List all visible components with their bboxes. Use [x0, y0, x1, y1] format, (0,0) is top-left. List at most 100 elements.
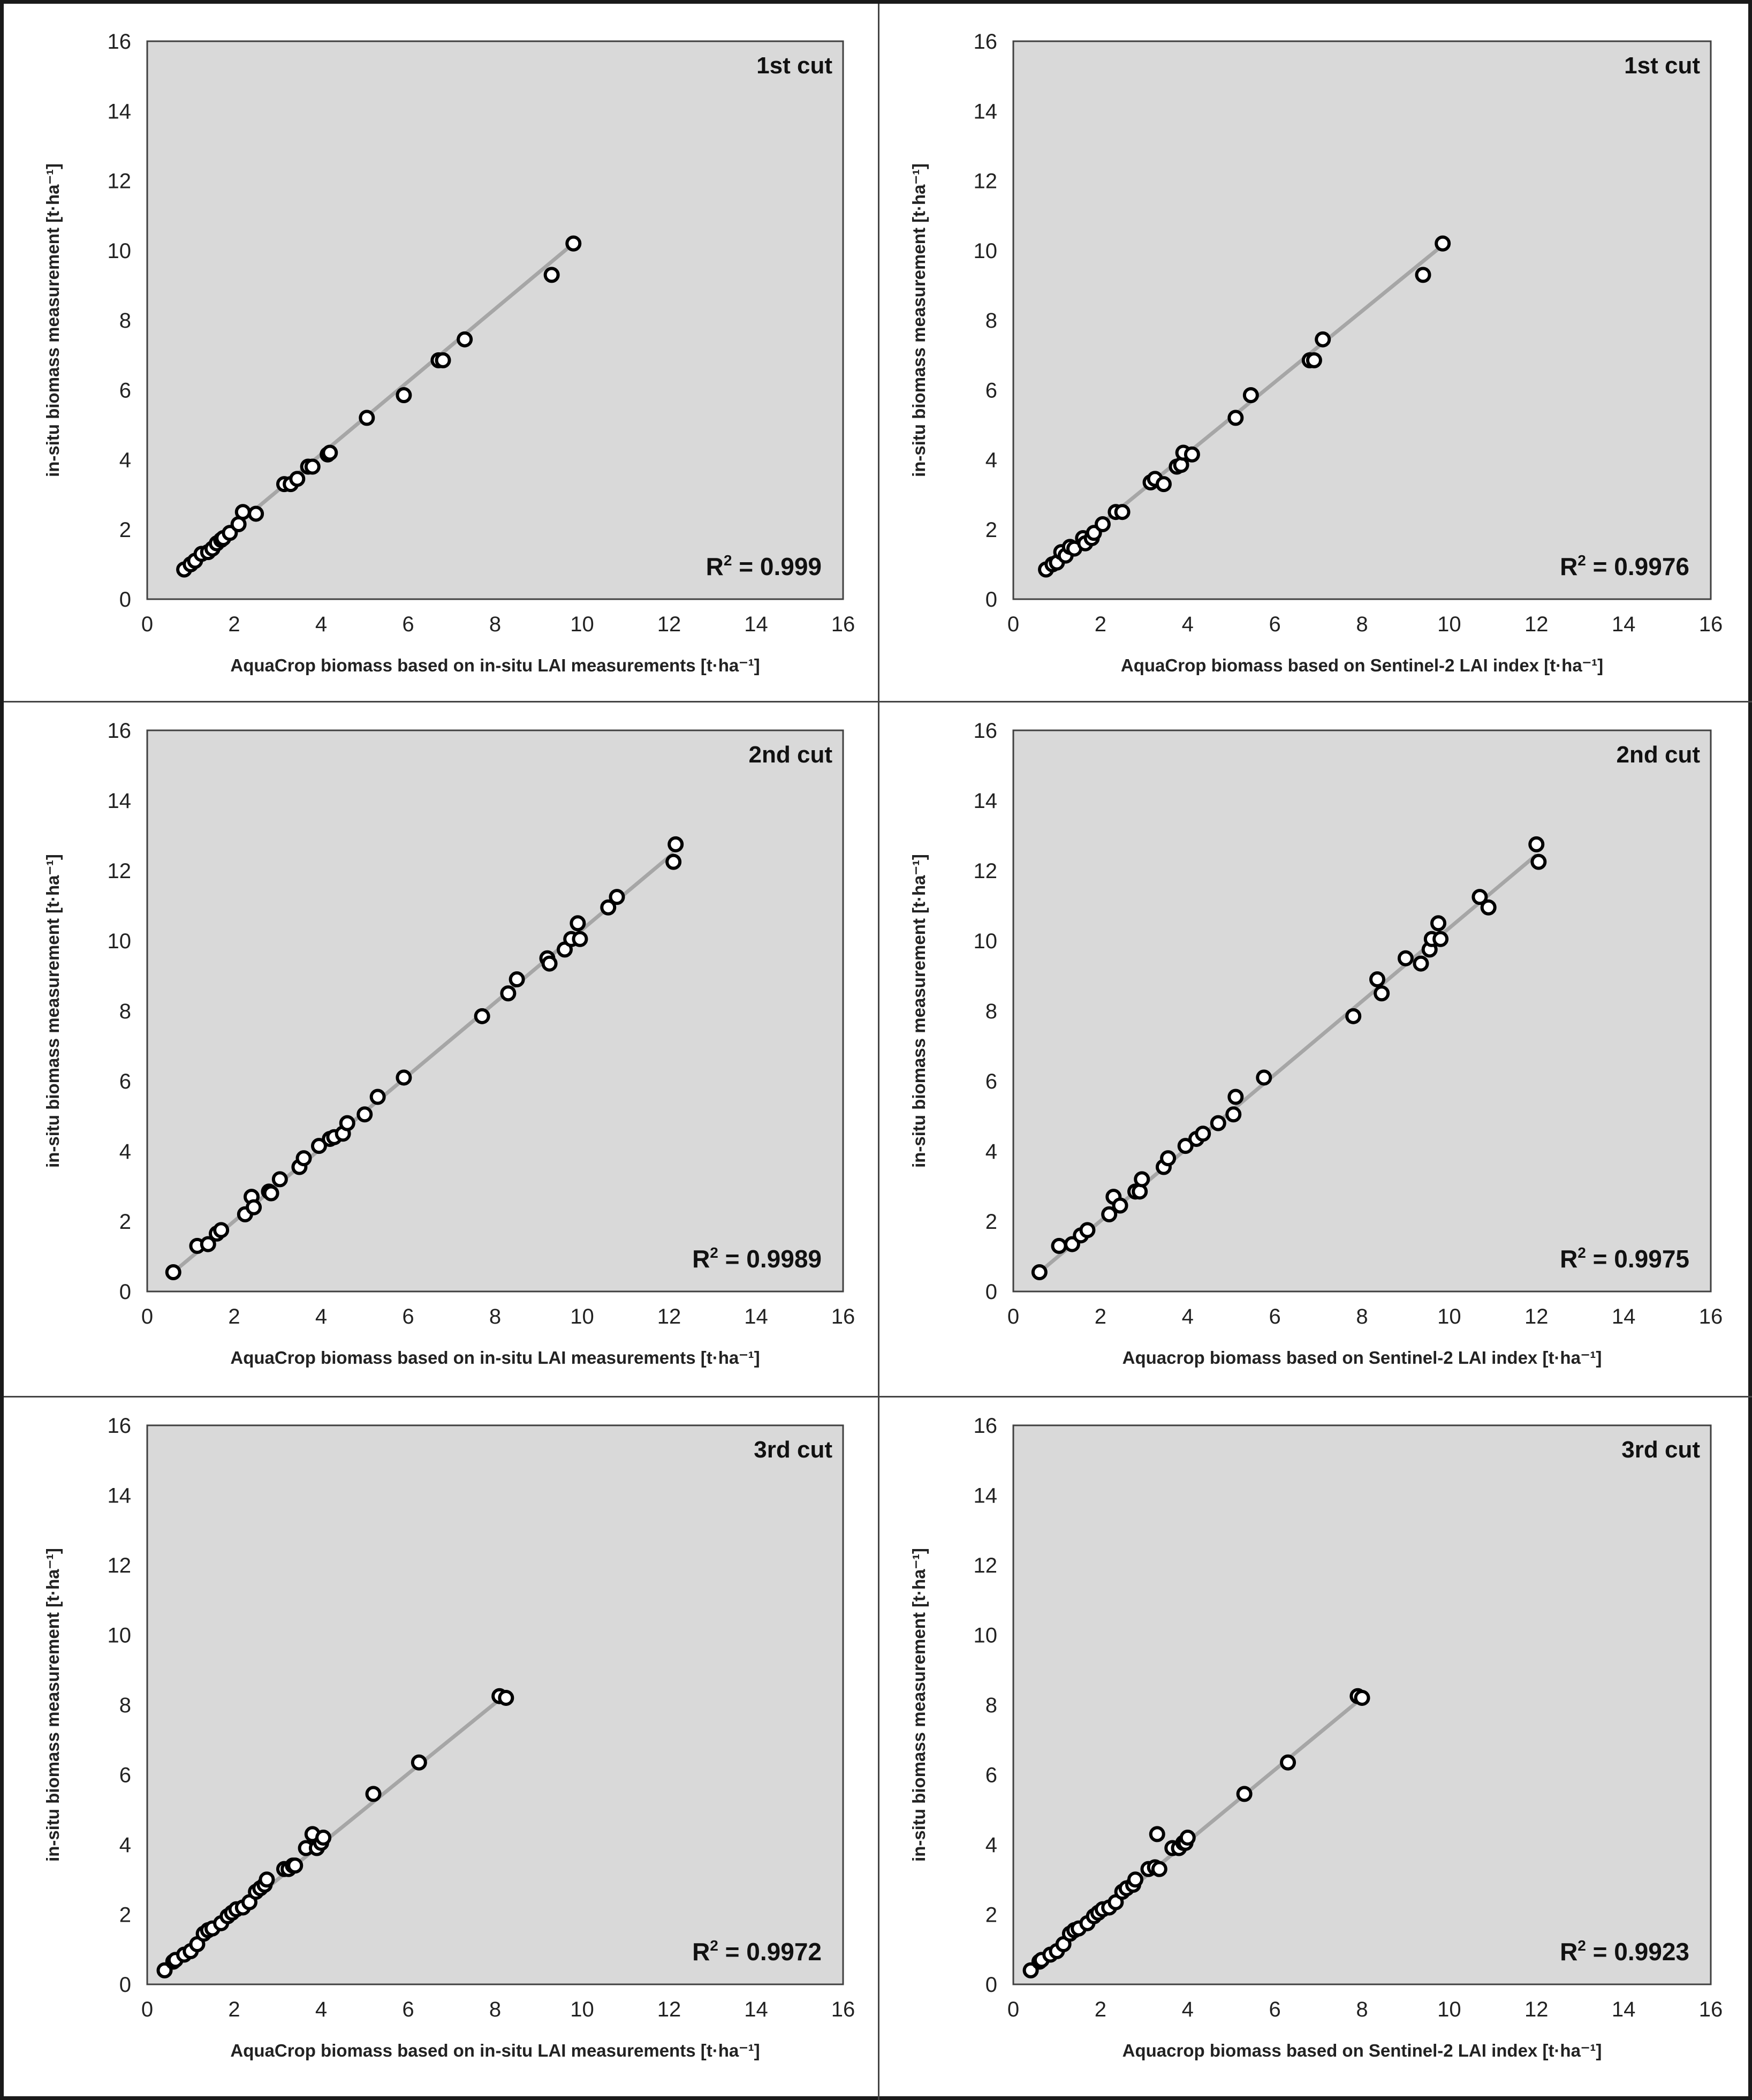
- x-axis-title: AquaCrop biomass based on in-situ LAI me…: [230, 1348, 760, 1368]
- y-tick-label: 8: [985, 1000, 997, 1023]
- data-point: [271, 1171, 288, 1188]
- x-tick-label: 12: [657, 613, 681, 636]
- x-tick-label: 12: [1525, 1305, 1549, 1328]
- x-tick-label: 8: [489, 613, 501, 636]
- r-squared-label: R2 = 0.999: [706, 552, 822, 580]
- data-point: [1435, 235, 1451, 252]
- y-tick-label: 14: [974, 789, 998, 813]
- data-point: [1031, 1264, 1048, 1280]
- y-tick-label: 10: [108, 239, 132, 263]
- x-tick-label: 16: [831, 1998, 855, 2021]
- data-point: [1236, 1786, 1253, 1802]
- x-axis-title: AquaCrop biomass based on in-situ LAI me…: [230, 2041, 760, 2060]
- r-squared-prefix: R: [1560, 553, 1577, 580]
- data-point: [1227, 410, 1244, 426]
- panel-1st-cut-insitu: 0 2 4 6 8 10 12 14 16 0 2 4 6 8 10 12 14 16 AquaCrop bioma…: [4, 4, 879, 702]
- r-squared-prefix: R: [706, 553, 724, 580]
- data-point: [200, 1236, 216, 1252]
- r-squared-exponent: 2: [1577, 1937, 1586, 1954]
- data-point: [1195, 1125, 1211, 1142]
- data-point: [287, 1857, 304, 1874]
- cut-label: 2nd cut: [749, 742, 833, 768]
- y-tick-label: 12: [974, 859, 998, 883]
- x-tick-label: 12: [657, 1305, 681, 1328]
- data-point: [1306, 352, 1322, 368]
- r-squared-exponent: 2: [710, 1244, 718, 1261]
- data-point: [565, 235, 582, 252]
- y-tick-label: 8: [119, 309, 131, 333]
- x-tick-label: 10: [1437, 1305, 1461, 1328]
- y-tick-label: 2: [985, 518, 997, 542]
- data-point: [1179, 1829, 1196, 1846]
- y-tick-label: 4: [119, 1833, 131, 1857]
- data-point: [396, 1069, 412, 1086]
- y-tick-label: 8: [985, 309, 997, 333]
- x-tick-label: 2: [228, 613, 240, 636]
- y-tick-label: 14: [974, 100, 998, 123]
- x-tick-label: 10: [570, 1998, 594, 2021]
- x-tick-label: 4: [1182, 1305, 1194, 1328]
- data-point: [1127, 1871, 1144, 1888]
- data-point: [1374, 985, 1390, 1002]
- data-point: [1112, 1197, 1128, 1214]
- data-point: [248, 505, 264, 522]
- data-point: [1242, 387, 1259, 404]
- data-point: [1315, 331, 1331, 348]
- r-squared-value: = 0.9976: [1586, 553, 1689, 580]
- y-tick-label: 12: [108, 859, 132, 883]
- y-tick-label: 6: [985, 1764, 997, 1787]
- data-point: [365, 1786, 382, 1802]
- data-point: [1369, 971, 1386, 988]
- r-squared-prefix: R: [692, 1938, 710, 1966]
- data-point: [1134, 1171, 1150, 1188]
- plot-area: [1012, 40, 1712, 600]
- data-point: [357, 1106, 373, 1123]
- data-point: [500, 985, 517, 1002]
- data-point: [304, 458, 321, 475]
- x-tick-label: 4: [315, 1305, 327, 1328]
- data-point: [295, 1150, 312, 1167]
- data-point: [339, 1115, 355, 1131]
- data-point: [1430, 915, 1447, 932]
- data-point: [1151, 1861, 1167, 1877]
- data-point: [435, 352, 451, 368]
- data-point: [1184, 446, 1200, 463]
- x-tick-label: 6: [1269, 613, 1281, 636]
- data-point: [570, 915, 586, 932]
- data-point: [1530, 853, 1547, 870]
- panel-2nd-cut-insitu: 0 2 4 6 8 10 12 14 16 0 2 4 6 8 10 12 14 16 AquaCrop bioma…: [4, 702, 879, 1398]
- chart-2nd-cut-sentinel: 0 2 4 6 8 10 12 14 16 0 2 4 6 8 10 12 14 16 Aquacrop bioma…: [909, 719, 1723, 1368]
- x-tick-label: 14: [744, 613, 768, 636]
- x-tick-label: 10: [570, 613, 594, 636]
- x-tick-label: 14: [744, 1305, 768, 1328]
- x-axis-title: Aquacrop biomass based on Sentinel-2 LAI…: [1123, 1348, 1602, 1368]
- cut-label: 3rd cut: [1621, 1437, 1700, 1463]
- data-point: [1132, 1183, 1148, 1200]
- x-axis-title: AquaCrop biomass based on Sentinel-2 LAI…: [1121, 655, 1603, 675]
- x-tick-label: 16: [1699, 613, 1723, 636]
- x-tick-label: 2: [228, 1305, 240, 1328]
- data-point: [1051, 1237, 1067, 1254]
- x-tick-label: 4: [1182, 1998, 1194, 2021]
- r-squared-label: R2 = 0.9976: [1560, 552, 1689, 580]
- data-point: [1256, 1069, 1272, 1086]
- r-squared-prefix: R: [1560, 1245, 1577, 1273]
- y-tick-label: 4: [985, 449, 997, 472]
- data-point: [396, 387, 412, 404]
- data-point: [259, 1871, 275, 1888]
- x-tick-label: 10: [570, 1305, 594, 1328]
- data-point: [1480, 899, 1497, 916]
- x-tick-label: 6: [1269, 1305, 1281, 1328]
- r-squared-label: R2 = 0.9923: [1560, 1937, 1689, 1966]
- cut-label: 3rd cut: [754, 1437, 832, 1463]
- r-squared-value: = 0.999: [732, 553, 822, 580]
- data-point: [609, 889, 625, 905]
- x-tick-label: 6: [1269, 1998, 1281, 2021]
- y-tick-label: 12: [974, 1554, 998, 1577]
- chart-1st-cut-sentinel: 0 2 4 6 8 10 12 14 16 0 2 4 6 8 10 12 14 16 AquaCrop bioma…: [909, 30, 1723, 675]
- r-squared-value: = 0.9923: [1586, 1938, 1689, 1966]
- y-tick-label: 12: [108, 170, 132, 193]
- x-tick-label: 2: [1095, 1998, 1106, 2021]
- data-point: [369, 1089, 386, 1105]
- y-tick-label: 0: [985, 1973, 997, 1997]
